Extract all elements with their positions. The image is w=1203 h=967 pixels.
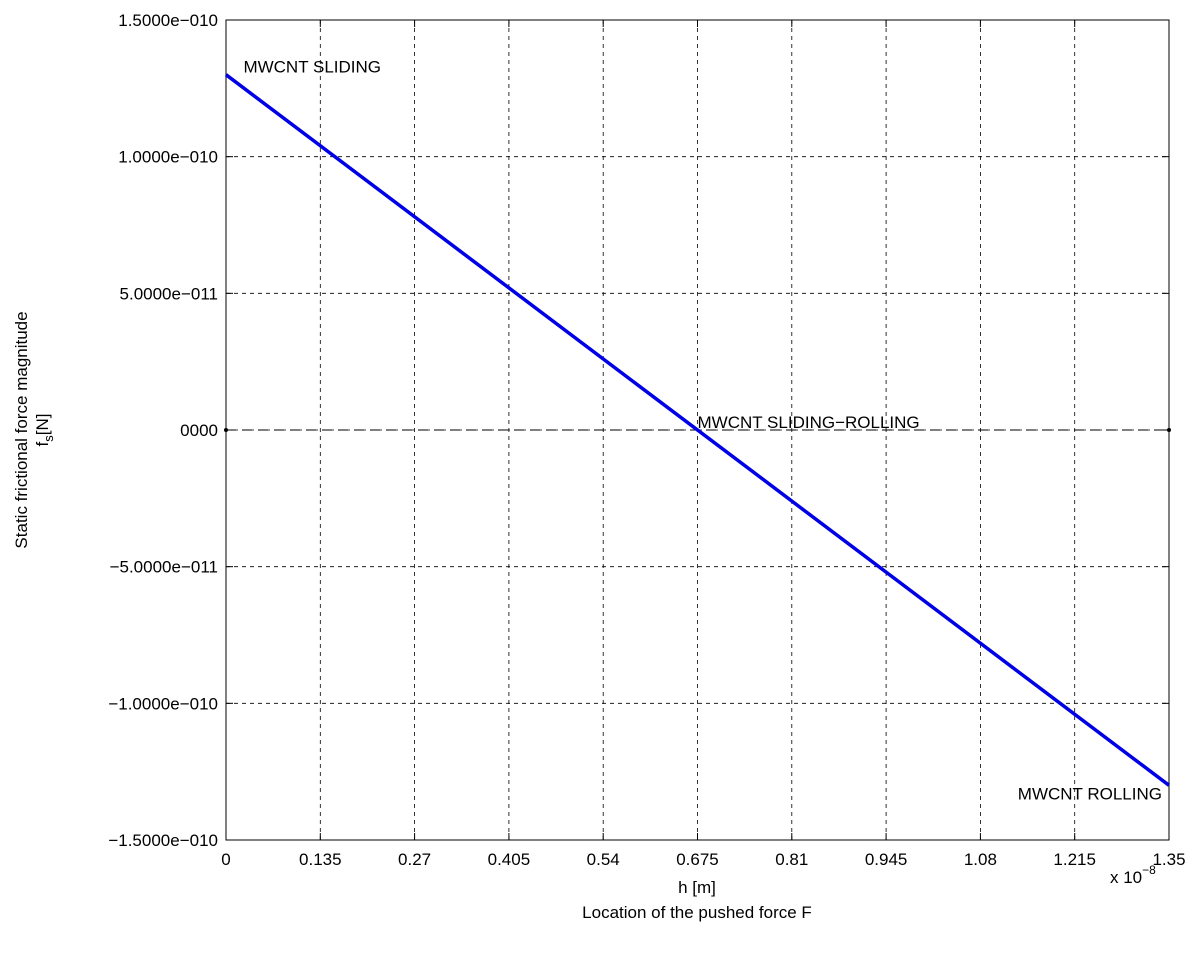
x-tick-label: 0.81 [775,850,808,869]
annotation-label: MWCNT SLIDING [243,57,381,76]
x-axis-sublabel: Location of the pushed force F [582,903,812,922]
x-axis-exponent: x 10−8 [1110,863,1156,887]
y-axis-ticks: −1.5000e−010 −1.0000e−010 −5.0000e−011 0000… [108,11,1169,850]
y-label-symbol-sub: s [41,435,56,442]
annotation-label: MWCNT ROLLING [1018,785,1162,804]
y-axis-label: Static frictional force magnitude [12,311,31,548]
x-tick-label: 0.135 [299,850,342,869]
x-tick-label: 1.08 [964,850,997,869]
x-tick-label: 0 [221,850,230,869]
y-tick-label: −1.5000e−010 [108,831,218,850]
annotations: MWCNT SLIDING MWCNT SLIDING−ROLLING MWCNT … [243,57,1162,803]
x-tick-label: 0.405 [488,850,531,869]
series-line [224,73,1171,787]
y-tick-label: −5.0000e−011 [110,558,218,577]
x-tick-label: 0.945 [865,850,908,869]
x-exponent-power: −8 [1142,863,1156,877]
y-axis-label-symbol: fs[N] [33,414,56,447]
y-tick-label: 0000 [180,421,218,440]
x-tick-label: 1.215 [1053,850,1096,869]
y-label-symbol-unit: [N] [33,414,52,436]
series-layer [224,73,1171,787]
y-tick-label: 1.0000e−010 [118,148,218,167]
y-tick-label: −1.0000e−010 [108,694,218,713]
x-axis-label: h [m] [678,878,716,897]
x-tick-label: 0.27 [398,850,431,869]
y-tick-label: 1.5000e−010 [118,11,218,30]
x-tick-label: 0.675 [676,850,719,869]
y-label-symbol-base: f [33,441,52,446]
y-tick-label: 5.0000e−011 [120,284,218,303]
x-exponent-base: x 10 [1110,868,1142,887]
x-tick-label: 0.54 [587,850,620,869]
x-tick-label: 1.35 [1152,850,1185,869]
x-axis-ticks: 0 0.135 0.27 0.405 0.54 0.675 0.81 0.945 1.08 1.2… [221,20,1186,869]
annotation-label: MWCNT SLIDING−ROLLING [698,413,920,432]
